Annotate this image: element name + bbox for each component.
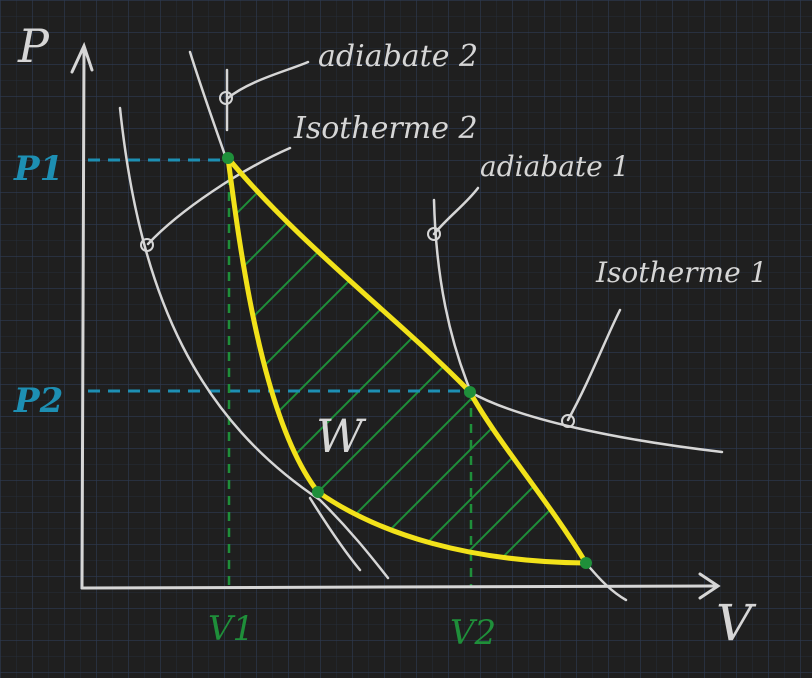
isotherm-2-curve bbox=[118, 106, 390, 580]
p2-label: P2 bbox=[13, 381, 63, 421]
isotherm-1-leader bbox=[566, 308, 622, 422]
isotherm-1-curve bbox=[468, 390, 724, 454]
adiabat-2-marker bbox=[219, 91, 233, 105]
isotherm-2-label: Isotherme 2 bbox=[293, 111, 478, 146]
p-axis-arrow bbox=[70, 41, 94, 74]
adiabat-1-marker bbox=[427, 227, 441, 241]
adiabat-2-curve-bottom bbox=[308, 496, 362, 572]
isotherm-1-marker bbox=[561, 414, 575, 428]
p-axis bbox=[80, 46, 86, 590]
isotherm-1-label: Isotherme 1 bbox=[595, 256, 767, 289]
isotherm-2-leader bbox=[146, 146, 292, 246]
adiabat-1-label: adiabate 1 bbox=[480, 150, 629, 183]
v2-label: V2 bbox=[450, 613, 496, 653]
isotherm-2-marker bbox=[140, 238, 154, 252]
state-point-2 bbox=[464, 386, 476, 398]
work-label: W bbox=[316, 409, 367, 463]
adiabat-2-leader bbox=[226, 60, 310, 100]
curve-label-markers bbox=[140, 91, 575, 428]
v-axis-label: V bbox=[716, 594, 757, 652]
axes bbox=[70, 41, 721, 600]
state-point-3 bbox=[580, 557, 592, 569]
state-point-4 bbox=[312, 486, 324, 498]
state-points bbox=[222, 152, 592, 569]
state-point-1 bbox=[222, 152, 234, 164]
p1-label: P1 bbox=[13, 149, 63, 189]
v-axis-arrow bbox=[698, 572, 721, 600]
v1-label: V1 bbox=[208, 609, 254, 649]
adiabat-2-label: adiabate 2 bbox=[318, 39, 478, 74]
v-axis bbox=[80, 584, 718, 590]
p-axis-label: P bbox=[17, 19, 50, 73]
